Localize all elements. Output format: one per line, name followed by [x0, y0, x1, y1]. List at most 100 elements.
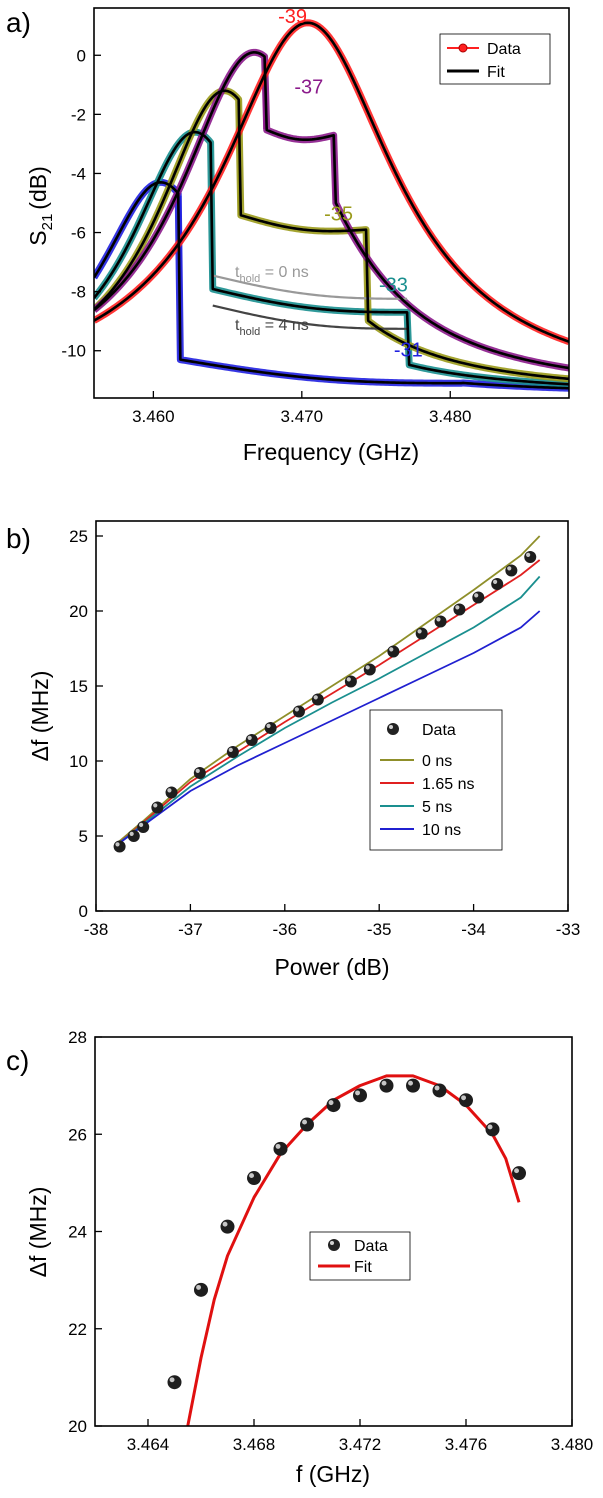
panel-a: a) 3.460 3.470 3.480 0 -2 -4 -6 -8 -10 Frequenc… — [6, 6, 570, 465]
data-point — [434, 615, 447, 628]
legend-fit-label: Fit — [354, 1259, 372, 1276]
data-point-highlight — [436, 617, 441, 622]
legend-data-marker — [328, 1239, 340, 1251]
panel-b-label: b) — [6, 523, 31, 554]
data-point — [363, 663, 376, 676]
annotation-label: thold = 4 ns — [235, 317, 309, 338]
y-tick-label: 15 — [69, 677, 88, 696]
panel-a-y-axis-label: S21 (dB) — [25, 166, 56, 245]
annotation-label: thold = 0 ns — [235, 264, 309, 285]
y-tick-label: -10 — [61, 342, 86, 361]
data-point-highlight — [526, 552, 531, 558]
legend-data-label: Data — [354, 1238, 388, 1255]
data-point — [491, 578, 504, 590]
data-point — [406, 1078, 420, 1093]
data-point — [226, 746, 239, 758]
data-point-highlight — [313, 695, 318, 700]
data-point-highlight — [365, 665, 370, 670]
data-point — [524, 551, 537, 563]
y-tick-label: 20 — [68, 1417, 87, 1436]
data-point — [300, 1117, 314, 1132]
data-point — [505, 564, 518, 577]
data-point-highlight — [514, 1168, 519, 1174]
x-tick-label: 3.480 — [429, 407, 472, 426]
annotation-sub: hold — [239, 273, 260, 285]
panel-a-frame — [93, 7, 570, 399]
y-tick-label: 22 — [68, 1320, 87, 1339]
annotation-label: -37 — [294, 77, 323, 99]
x-tick-label: -34 — [461, 920, 486, 939]
data-point-highlight — [355, 1090, 360, 1096]
x-tick-label: 3.472 — [339, 1435, 382, 1454]
data-point — [292, 705, 305, 718]
data-point-highlight — [507, 566, 512, 571]
y-tick-label: 26 — [68, 1125, 87, 1144]
curve-5-ns — [114, 575, 541, 848]
annotation-sub: hold — [239, 326, 260, 338]
data-point — [311, 693, 324, 706]
annotation-label: -33 — [379, 275, 408, 297]
panel-a-legend: Data Fit — [439, 33, 551, 85]
data-point-highlight — [455, 605, 460, 610]
y-tick-label: -4 — [71, 164, 86, 183]
data-point — [194, 1282, 208, 1297]
panel-c-y-ticks: 20 22 24 26 28 — [68, 1028, 102, 1436]
panel-c-frame — [94, 1036, 573, 1427]
data-point — [459, 1093, 473, 1108]
panel-c-plot-area — [167, 1074, 526, 1427]
data-point — [127, 830, 140, 842]
y-tick-label: 5 — [79, 827, 88, 846]
data-point — [245, 734, 258, 746]
data-point — [273, 1141, 288, 1156]
data-point — [137, 821, 150, 833]
data-point-highlight — [493, 579, 498, 585]
data-point-highlight — [139, 822, 144, 828]
x-tick-label: -38 — [84, 920, 109, 939]
panel-a-plot-area — [94, 19, 569, 392]
panel-b-y-ticks: 0 5 10 15 20 25 — [69, 527, 103, 921]
data-point-highlight — [196, 1284, 201, 1290]
legend-data-marker — [387, 723, 399, 735]
data-point-highlight — [129, 831, 134, 837]
fit-curve--33 — [94, 130, 569, 386]
data-point — [472, 591, 485, 604]
data-point — [247, 1171, 261, 1186]
panel-a-label: a) — [6, 7, 31, 38]
legend-5ns-label: 5 ns — [422, 799, 452, 816]
data-point-highlight — [487, 1124, 493, 1130]
data-point-highlight — [461, 1095, 466, 1101]
data-point — [264, 722, 277, 734]
x-tick-label: 3.464 — [127, 1435, 170, 1454]
legend-fit-label: Fit — [487, 64, 505, 81]
y-tick-label: 10 — [69, 752, 88, 771]
panel-b-x-ticks: -38 -37 -36 -35 -34 -33 — [84, 904, 580, 939]
legend-data-label: Data — [422, 722, 456, 739]
data-point-highlight — [328, 1100, 334, 1106]
data-point — [379, 1078, 394, 1093]
legend-box — [309, 1231, 411, 1281]
data-point-highlight — [228, 747, 233, 753]
annotation-label: -39 — [278, 6, 307, 28]
legend-box — [439, 33, 551, 85]
annotation-rest: = 4 ns — [260, 317, 308, 334]
data-point-highlight — [294, 707, 299, 712]
y-label-unit: (dB) — [25, 166, 51, 209]
panel-c-y-axis-label: Δf (MHz) — [25, 1187, 51, 1278]
data-point — [113, 840, 126, 853]
panel-a-x-axis-label: Frequency (GHz) — [243, 439, 419, 465]
legend-0ns-label: 0 ns — [422, 753, 452, 770]
data-point — [353, 1088, 367, 1103]
panel-b-frame — [95, 520, 569, 912]
data-point-highlight — [169, 1377, 175, 1383]
panel-b-x-axis-label: Power (dB) — [274, 954, 389, 980]
panel-b-plot-area — [113, 535, 541, 853]
panel-b: b) -38 -37 -36 -35 -34 -33 0 5 10 15 20 25 Power (… — [6, 520, 580, 980]
legend-10ns-label: 10 ns — [422, 822, 461, 839]
panel-a-x-ticks: 3.460 3.470 3.480 — [132, 391, 472, 426]
x-tick-label: 3.468 — [233, 1435, 276, 1454]
fit-curve--39 — [94, 21, 569, 343]
annotation-t: t — [235, 264, 240, 281]
y-tick-label: -8 — [71, 283, 86, 302]
annotation-label: -31 — [394, 340, 423, 362]
